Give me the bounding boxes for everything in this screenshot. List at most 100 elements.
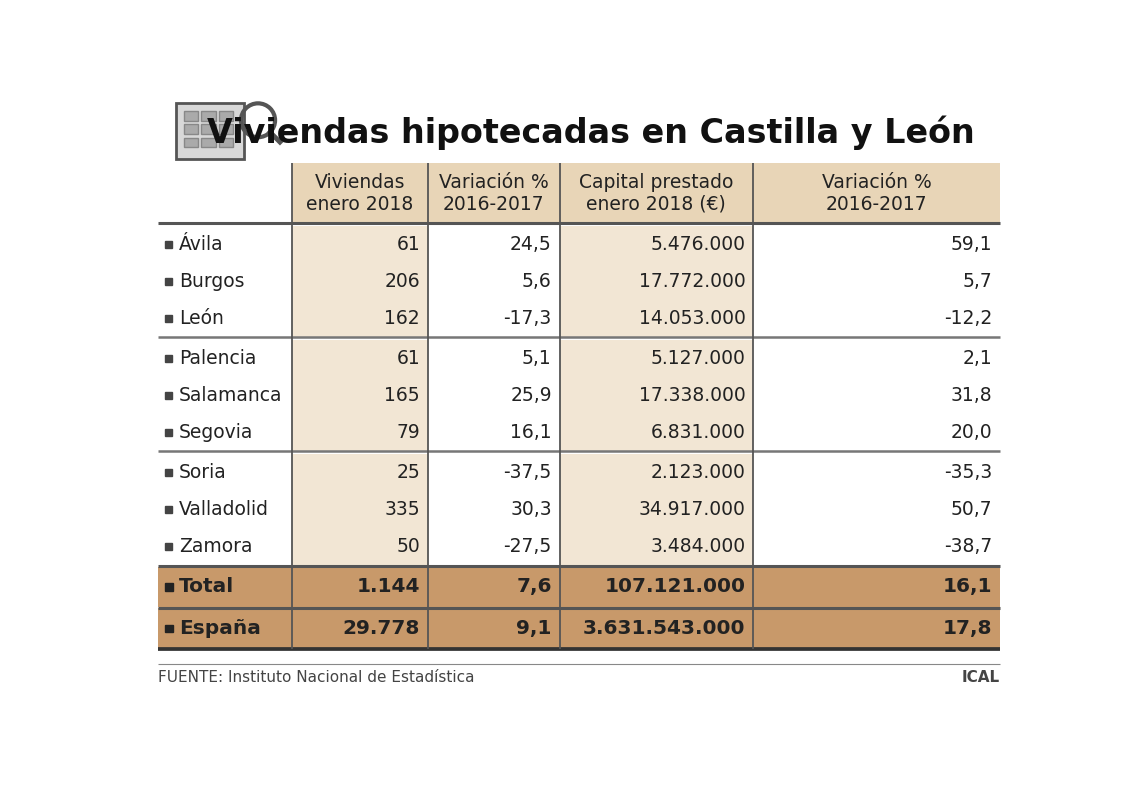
- Bar: [559, 528, 754, 564]
- Text: 25,9: 25,9: [510, 386, 552, 405]
- Text: Salamanca: Salamanca: [179, 386, 282, 405]
- Bar: [292, 340, 428, 377]
- Bar: [292, 263, 428, 300]
- Bar: [165, 625, 173, 632]
- Bar: [292, 163, 999, 223]
- Text: Ávila: Ávila: [179, 235, 223, 253]
- Text: 16,1: 16,1: [510, 422, 552, 442]
- Text: 5,1: 5,1: [522, 349, 552, 367]
- Text: Segovia: Segovia: [179, 422, 254, 442]
- Text: 50: 50: [396, 536, 420, 556]
- Bar: [166, 391, 173, 398]
- Text: 17,8: 17,8: [943, 619, 992, 638]
- Text: 59,1: 59,1: [950, 235, 992, 253]
- Text: España: España: [179, 619, 261, 638]
- Text: Burgos: Burgos: [179, 272, 245, 291]
- Bar: [158, 567, 999, 607]
- Bar: [184, 111, 199, 120]
- Bar: [166, 277, 173, 285]
- Text: 61: 61: [396, 349, 420, 367]
- Text: 17.772.000: 17.772.000: [638, 272, 746, 291]
- Text: 20,0: 20,0: [950, 422, 992, 442]
- Text: 29.778: 29.778: [343, 619, 420, 638]
- Text: 1.144: 1.144: [356, 577, 420, 596]
- Text: 25: 25: [396, 463, 420, 481]
- Text: 5,6: 5,6: [522, 272, 552, 291]
- Text: 30,3: 30,3: [510, 500, 552, 519]
- Text: 31,8: 31,8: [950, 386, 992, 405]
- Bar: [559, 453, 754, 491]
- Text: Zamora: Zamora: [179, 536, 253, 556]
- Bar: [166, 505, 173, 512]
- Text: 2,1: 2,1: [962, 349, 992, 367]
- Bar: [184, 138, 199, 147]
- Bar: [165, 583, 173, 591]
- Text: -35,3: -35,3: [944, 463, 992, 481]
- Bar: [166, 355, 173, 362]
- Bar: [292, 491, 428, 528]
- Bar: [201, 138, 215, 147]
- Text: 206: 206: [385, 272, 420, 291]
- Text: Variación %
2016-2017: Variación % 2016-2017: [439, 173, 548, 214]
- Bar: [292, 300, 428, 336]
- Bar: [166, 241, 173, 248]
- Text: 7,6: 7,6: [517, 577, 552, 596]
- Text: 5.127.000: 5.127.000: [651, 349, 746, 367]
- Text: Palencia: Palencia: [179, 349, 256, 367]
- Text: Total: Total: [179, 577, 235, 596]
- Text: 5,7: 5,7: [962, 272, 992, 291]
- Bar: [292, 528, 428, 564]
- Bar: [292, 226, 428, 263]
- Text: Viviendas hipotecadas en Castilla y León: Viviendas hipotecadas en Castilla y León: [206, 116, 975, 150]
- Bar: [219, 111, 233, 120]
- Bar: [219, 124, 233, 134]
- Bar: [176, 104, 244, 159]
- Text: 165: 165: [385, 386, 420, 405]
- Bar: [559, 300, 754, 336]
- Bar: [559, 263, 754, 300]
- Bar: [559, 491, 754, 528]
- Bar: [292, 414, 428, 450]
- Text: FUENTE: Instituto Nacional de Estadística: FUENTE: Instituto Nacional de Estadístic…: [158, 670, 475, 685]
- Text: 3.484.000: 3.484.000: [651, 536, 746, 556]
- Text: Soria: Soria: [179, 463, 227, 481]
- Text: -27,5: -27,5: [503, 536, 552, 556]
- Bar: [166, 315, 173, 322]
- Text: 50,7: 50,7: [950, 500, 992, 519]
- Text: 335: 335: [385, 500, 420, 519]
- Bar: [559, 226, 754, 263]
- Text: 17.338.000: 17.338.000: [638, 386, 746, 405]
- Text: 61: 61: [396, 235, 420, 253]
- Bar: [184, 124, 199, 134]
- Bar: [201, 124, 215, 134]
- Bar: [158, 608, 999, 649]
- Text: -12,2: -12,2: [944, 308, 992, 328]
- Bar: [559, 377, 754, 414]
- Text: -38,7: -38,7: [944, 536, 992, 556]
- Bar: [292, 453, 428, 491]
- Bar: [559, 340, 754, 377]
- Text: 3.631.543.000: 3.631.543.000: [583, 619, 746, 638]
- Text: 24,5: 24,5: [510, 235, 552, 253]
- Bar: [292, 377, 428, 414]
- Text: -17,3: -17,3: [503, 308, 552, 328]
- Bar: [166, 469, 173, 476]
- Text: 2.123.000: 2.123.000: [651, 463, 746, 481]
- Text: Valladolid: Valladolid: [179, 500, 268, 519]
- Text: 9,1: 9,1: [517, 619, 552, 638]
- Text: -37,5: -37,5: [503, 463, 552, 481]
- Text: 34.917.000: 34.917.000: [638, 500, 746, 519]
- Text: 5.476.000: 5.476.000: [651, 235, 746, 253]
- Text: ICAL: ICAL: [961, 670, 999, 685]
- Text: Viviendas
enero 2018: Viviendas enero 2018: [307, 173, 414, 214]
- Text: 79: 79: [396, 422, 420, 442]
- Bar: [166, 429, 173, 436]
- Text: Variación %
2016-2017: Variación % 2016-2017: [821, 173, 932, 214]
- Text: 14.053.000: 14.053.000: [638, 308, 746, 328]
- Text: León: León: [179, 308, 223, 328]
- Bar: [219, 138, 233, 147]
- Text: 162: 162: [385, 308, 420, 328]
- Text: Capital prestado
enero 2018 (€): Capital prestado enero 2018 (€): [579, 173, 733, 214]
- Text: 107.121.000: 107.121.000: [605, 577, 746, 596]
- Bar: [201, 111, 215, 120]
